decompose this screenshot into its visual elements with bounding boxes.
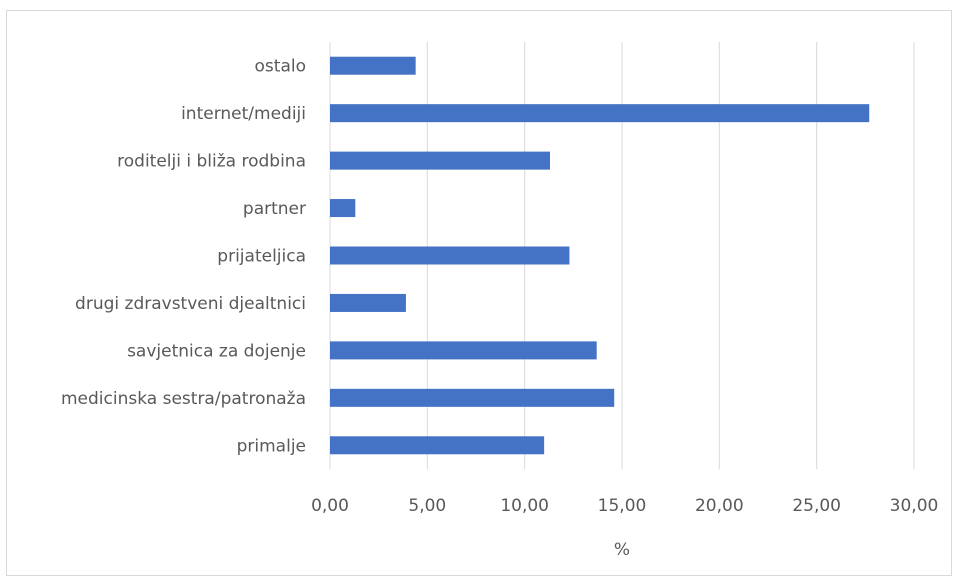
x-axis-title: % (614, 540, 630, 560)
category-label: roditelji i bliža rodbina (117, 152, 306, 172)
category-label: primalje (237, 436, 306, 456)
x-tick-labels: 0,00 5,00 10,00 15,00 20,00 25,00 30,00 (311, 496, 938, 516)
x-tick-label: 20,00 (695, 496, 744, 516)
x-tick-label: 10,00 (500, 496, 549, 516)
bar (330, 104, 870, 123)
category-labels: primalje medicinska sestra/patronaža savje… (61, 57, 306, 457)
category-label: drugi zdravstveni djealtnici (75, 294, 306, 314)
bar (330, 388, 615, 407)
category-label: partner (243, 199, 306, 219)
category-label: ostalo (255, 57, 306, 77)
x-tick-label: 5,00 (408, 496, 446, 516)
bar (330, 151, 550, 170)
bar (330, 246, 570, 265)
bar (330, 56, 416, 75)
x-tick-label: 0,00 (311, 496, 349, 516)
bar (330, 436, 545, 455)
bar (330, 199, 356, 218)
category-label: savjetnica za dojenje (127, 341, 306, 361)
category-label: prijateljica (217, 247, 306, 267)
bar (330, 341, 597, 360)
bars (330, 56, 870, 455)
category-label: internet/mediji (181, 104, 306, 124)
x-tick-label: 25,00 (792, 496, 841, 516)
x-tick-label: 30,00 (890, 496, 939, 516)
x-tick-label: 15,00 (598, 496, 647, 516)
bar (330, 293, 406, 312)
category-label: medicinska sestra/patronaža (61, 389, 306, 409)
